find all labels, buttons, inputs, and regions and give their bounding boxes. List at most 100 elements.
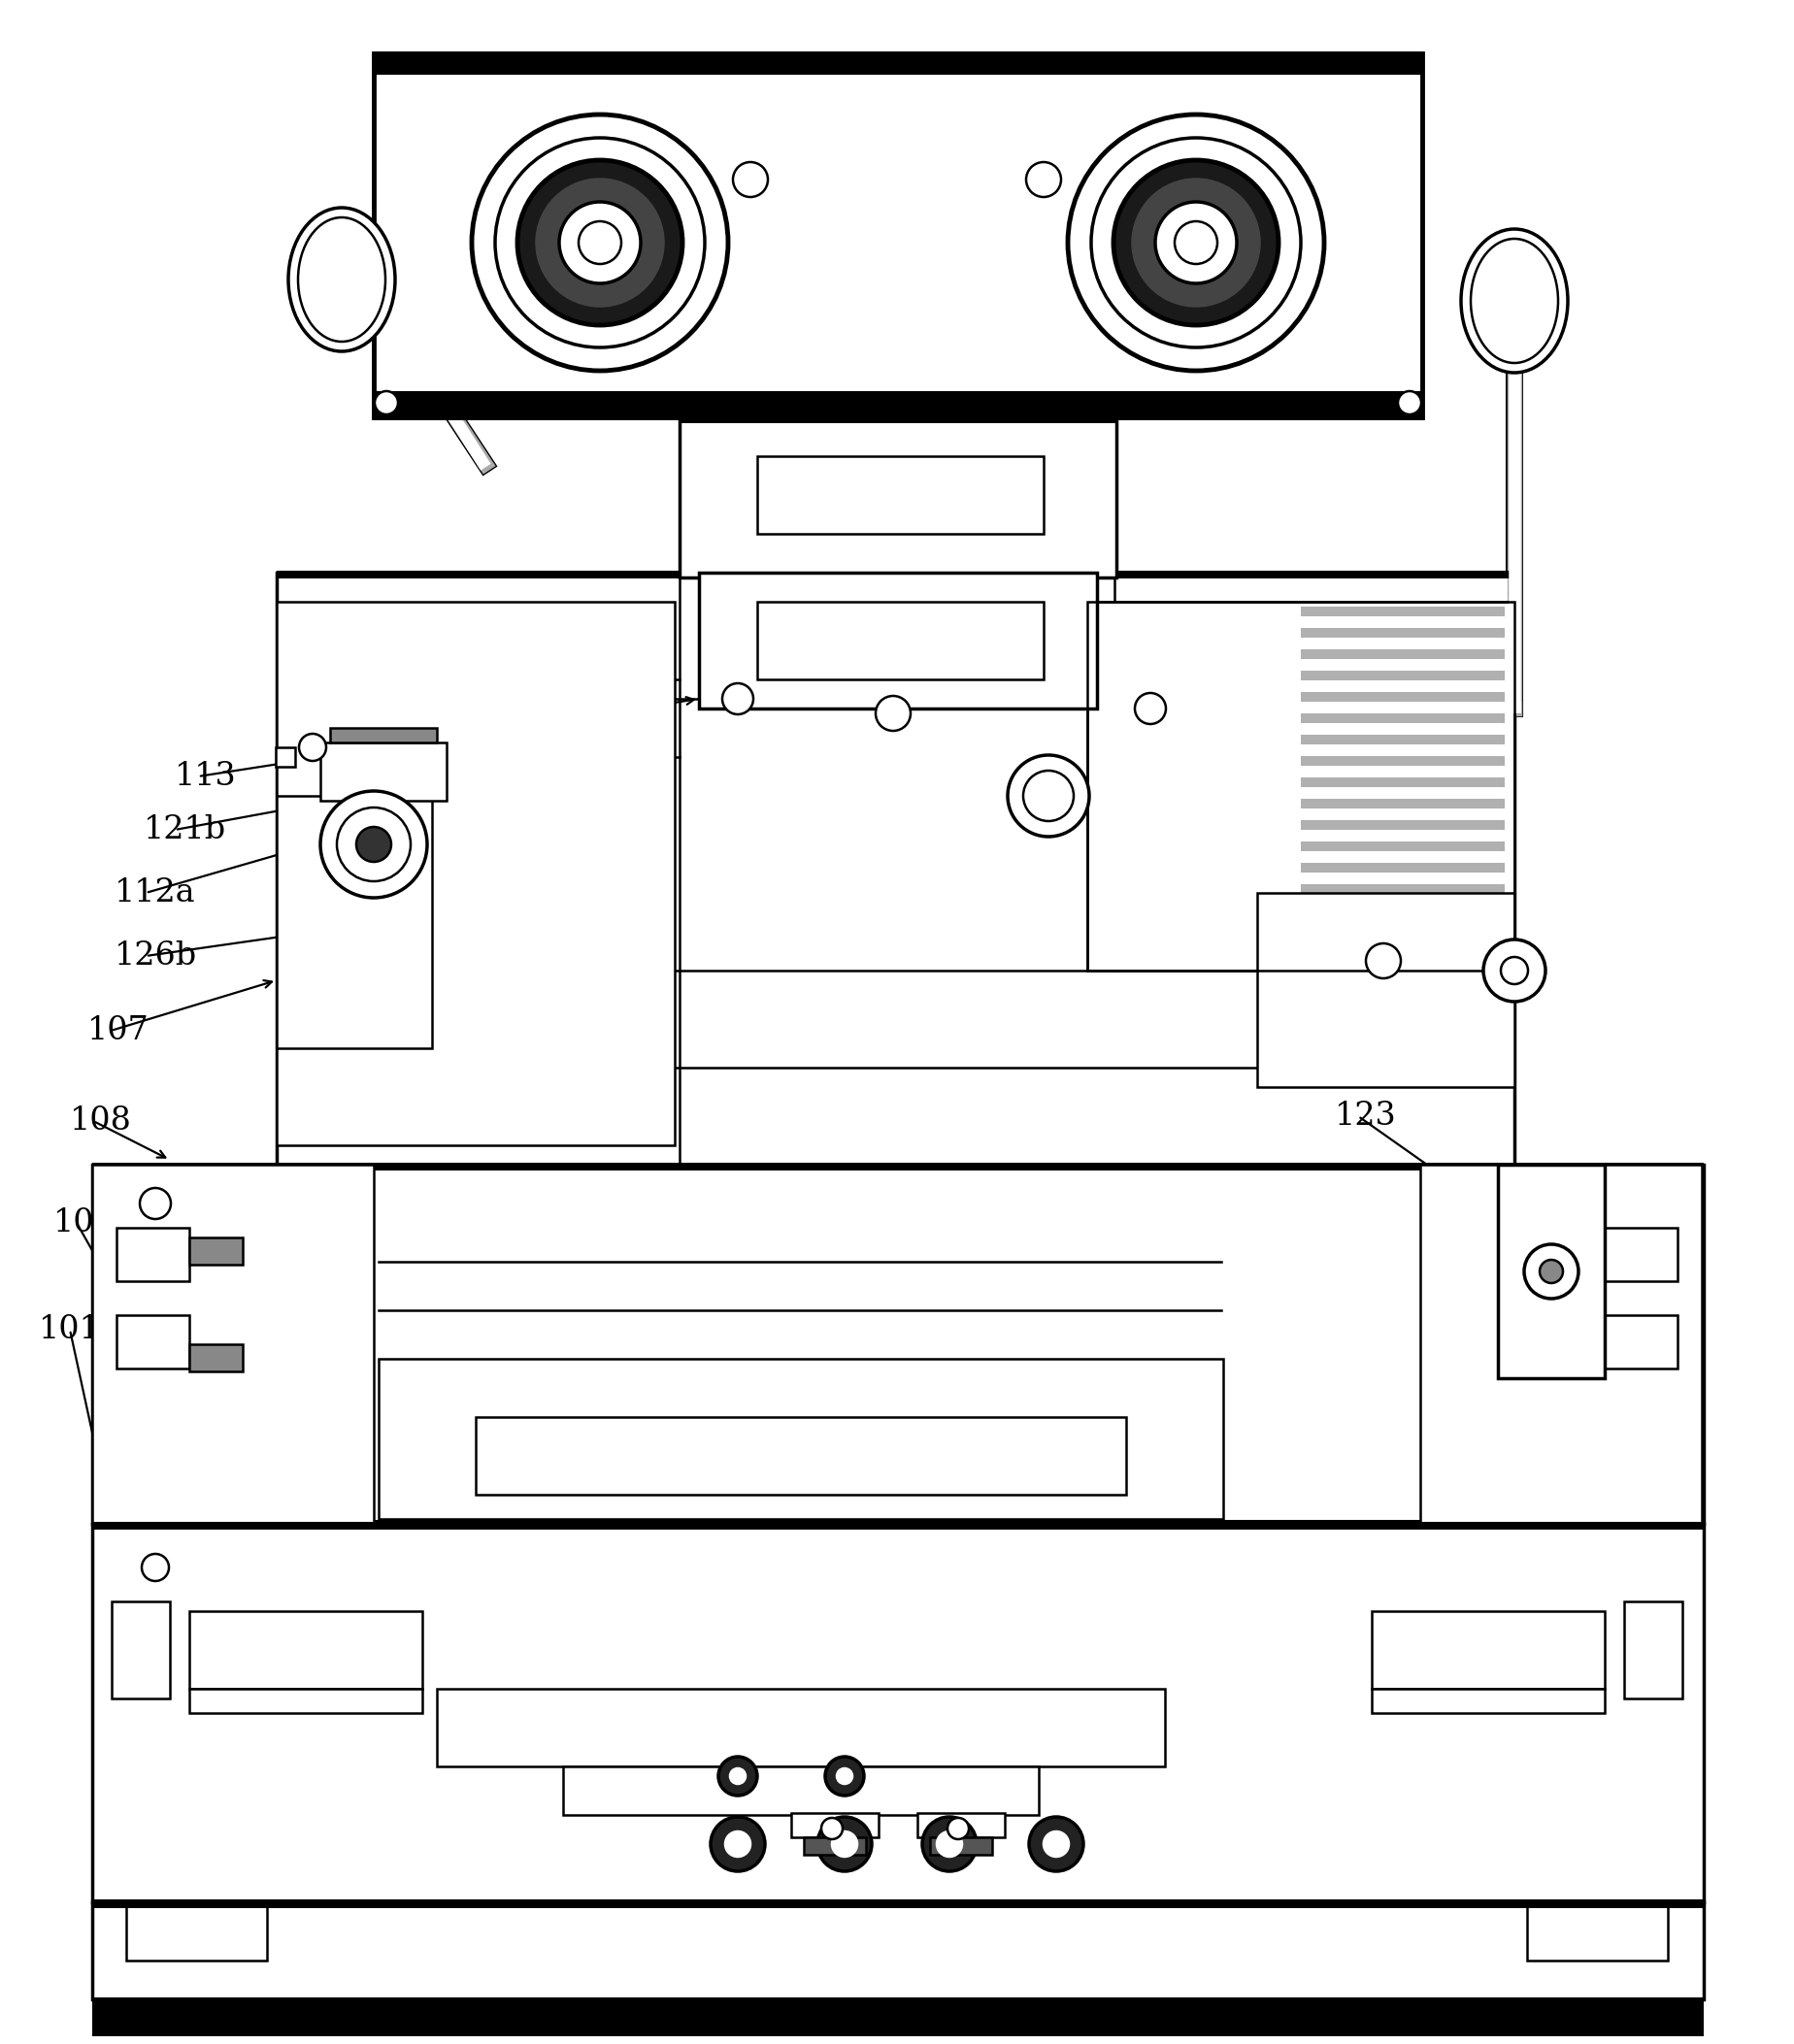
Ellipse shape xyxy=(1460,229,1568,372)
Text: 121b: 121b xyxy=(144,814,226,846)
Bar xyxy=(1301,607,1505,617)
Circle shape xyxy=(1484,940,1545,1002)
Circle shape xyxy=(1365,944,1401,979)
Bar xyxy=(1301,713,1505,724)
Bar xyxy=(1527,1903,1668,1960)
Text: 107: 107 xyxy=(88,1016,149,1047)
Bar xyxy=(1372,1688,1604,1713)
Circle shape xyxy=(375,390,398,415)
Bar xyxy=(929,1838,992,1854)
Text: 124: 124 xyxy=(1335,1014,1396,1044)
Text: 127: 127 xyxy=(1335,922,1396,953)
Bar xyxy=(1301,670,1505,681)
Bar xyxy=(379,1359,1224,1519)
Circle shape xyxy=(723,683,753,713)
Circle shape xyxy=(560,202,640,284)
Bar xyxy=(91,1521,1704,1525)
Bar xyxy=(1650,1901,1704,1909)
Text: 123: 123 xyxy=(1335,1100,1398,1132)
Bar xyxy=(276,795,432,1049)
Bar xyxy=(1372,1611,1604,1688)
Circle shape xyxy=(300,734,327,760)
Circle shape xyxy=(472,114,728,370)
Bar xyxy=(475,1416,1127,1494)
Circle shape xyxy=(825,1756,865,1795)
Bar xyxy=(276,572,1514,1165)
Bar xyxy=(680,417,1116,578)
Ellipse shape xyxy=(289,208,395,352)
Bar xyxy=(91,1997,1704,2005)
Circle shape xyxy=(875,695,911,732)
Bar xyxy=(1087,601,1514,971)
Bar xyxy=(190,1688,422,1713)
Circle shape xyxy=(1067,114,1324,370)
Text: 125: 125 xyxy=(597,1915,658,1948)
Bar xyxy=(276,748,296,766)
Bar xyxy=(1301,693,1505,701)
Bar xyxy=(1301,905,1505,916)
Circle shape xyxy=(495,137,705,347)
Circle shape xyxy=(579,221,621,264)
Bar xyxy=(276,570,1514,578)
Circle shape xyxy=(734,161,768,196)
Text: 105: 105 xyxy=(736,1915,798,1948)
Circle shape xyxy=(321,791,427,897)
Bar xyxy=(1301,799,1505,809)
Bar xyxy=(321,742,447,801)
Bar xyxy=(791,1813,879,1838)
Bar xyxy=(1301,756,1505,766)
Circle shape xyxy=(1023,771,1073,822)
Bar xyxy=(1301,885,1505,893)
Circle shape xyxy=(1502,957,1528,983)
Text: 113: 113 xyxy=(174,760,237,791)
Bar xyxy=(917,1813,1005,1838)
Bar xyxy=(91,1901,1704,1909)
Bar xyxy=(438,1688,1164,1766)
Circle shape xyxy=(832,1831,858,1856)
Bar xyxy=(111,1600,170,1699)
Circle shape xyxy=(1008,754,1089,836)
Bar xyxy=(91,1165,373,1523)
Circle shape xyxy=(818,1817,872,1870)
Circle shape xyxy=(1155,202,1236,284)
Text: 101a: 101a xyxy=(39,1314,120,1345)
Circle shape xyxy=(718,1756,757,1795)
Circle shape xyxy=(710,1817,764,1870)
Text: 128: 128 xyxy=(1335,852,1398,885)
Circle shape xyxy=(1030,1817,1084,1870)
Text: 102: 102 xyxy=(54,1208,115,1239)
Circle shape xyxy=(1136,693,1166,724)
Bar xyxy=(1087,601,1514,971)
Bar xyxy=(1301,926,1505,936)
Circle shape xyxy=(922,1817,976,1870)
Bar xyxy=(1301,842,1505,850)
Circle shape xyxy=(142,1553,169,1582)
Bar xyxy=(1604,1314,1677,1369)
Bar xyxy=(373,53,1423,417)
Circle shape xyxy=(140,1188,170,1218)
Bar xyxy=(91,1903,1704,1999)
Circle shape xyxy=(517,159,682,325)
Bar xyxy=(373,51,1423,59)
Circle shape xyxy=(730,1768,746,1784)
Bar xyxy=(1301,820,1505,830)
Circle shape xyxy=(1539,1259,1563,1284)
Bar xyxy=(373,390,1423,421)
Bar xyxy=(91,1901,145,1909)
Ellipse shape xyxy=(298,217,386,341)
Bar xyxy=(1301,734,1505,744)
Circle shape xyxy=(337,807,411,881)
Circle shape xyxy=(357,828,391,863)
Bar xyxy=(91,1523,1704,1903)
Bar xyxy=(91,1165,1704,1523)
Circle shape xyxy=(1175,221,1218,264)
Text: 121a: 121a xyxy=(1326,785,1406,816)
Text: 126b: 126b xyxy=(115,940,197,971)
Bar xyxy=(91,1523,1704,1529)
Circle shape xyxy=(536,180,664,307)
Circle shape xyxy=(1132,180,1259,307)
Bar xyxy=(117,1314,190,1369)
Bar xyxy=(190,1345,242,1372)
Circle shape xyxy=(1091,137,1301,347)
Circle shape xyxy=(1044,1831,1069,1856)
